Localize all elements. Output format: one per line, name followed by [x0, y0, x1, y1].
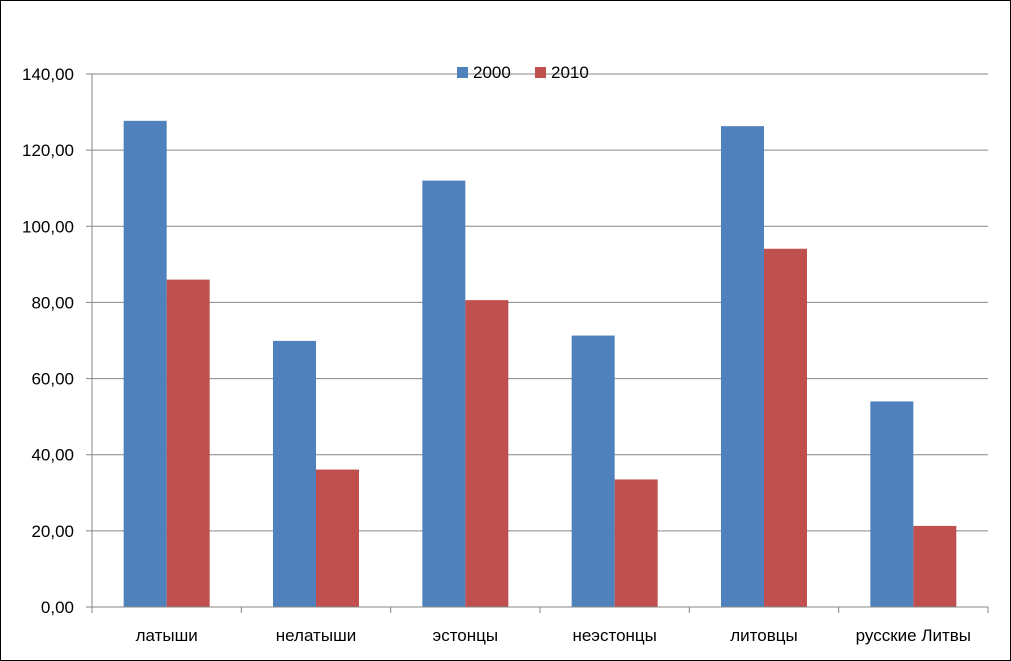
- legend: 2000 2010: [457, 63, 589, 82]
- bar-2010-1: [316, 469, 359, 607]
- y-tick-label: 0,00: [41, 598, 74, 617]
- bar-2010-0: [166, 279, 210, 607]
- x-category-label: эстонцы: [433, 626, 499, 645]
- x-category-label: нелатыши: [276, 626, 356, 645]
- x-category-label: литовцы: [730, 626, 797, 645]
- bar-2000-1: [273, 340, 316, 607]
- bar-2010-4: [764, 248, 807, 607]
- bar-2010-2: [465, 300, 509, 607]
- y-tick-label: 40,00: [31, 446, 74, 465]
- legend-label-2010: 2010: [551, 63, 589, 82]
- y-tick-label: 80,00: [31, 293, 74, 312]
- y-tick-label: 100,00: [22, 217, 74, 236]
- gridlines: [92, 73, 988, 532]
- legend-swatch-2010: [535, 67, 546, 78]
- bar-2010-5: [913, 525, 957, 607]
- bar-2000-0: [123, 120, 167, 608]
- x-category-label: неэстонцы: [572, 626, 656, 645]
- y-tick-label: 120,00: [22, 141, 74, 160]
- legend-label-2000: 2000: [473, 63, 511, 82]
- bar-2000-4: [721, 126, 764, 607]
- y-tick-labels: 0,00 20,00 40,00 60,00 80,00 100,00 120,00 140,…: [22, 65, 74, 617]
- x-category-label: латыши: [136, 626, 198, 645]
- x-category-label: русские Литвы: [856, 626, 971, 645]
- y-tick-label: 20,00: [31, 522, 74, 541]
- y-tick-label: 140,00: [22, 65, 74, 84]
- legend-swatch-2000: [457, 67, 468, 78]
- bar-2010-3: [614, 479, 658, 607]
- bar-2000-3: [571, 335, 615, 607]
- bars: [123, 120, 957, 608]
- y-tick-label: 60,00: [31, 370, 74, 389]
- x-category-labels: латыши нелатыши эстонцы неэстонцы литовцы рус…: [136, 626, 971, 645]
- bar-2000-5: [870, 401, 914, 607]
- bar-2000-2: [422, 180, 466, 607]
- axes: [86, 73, 989, 613]
